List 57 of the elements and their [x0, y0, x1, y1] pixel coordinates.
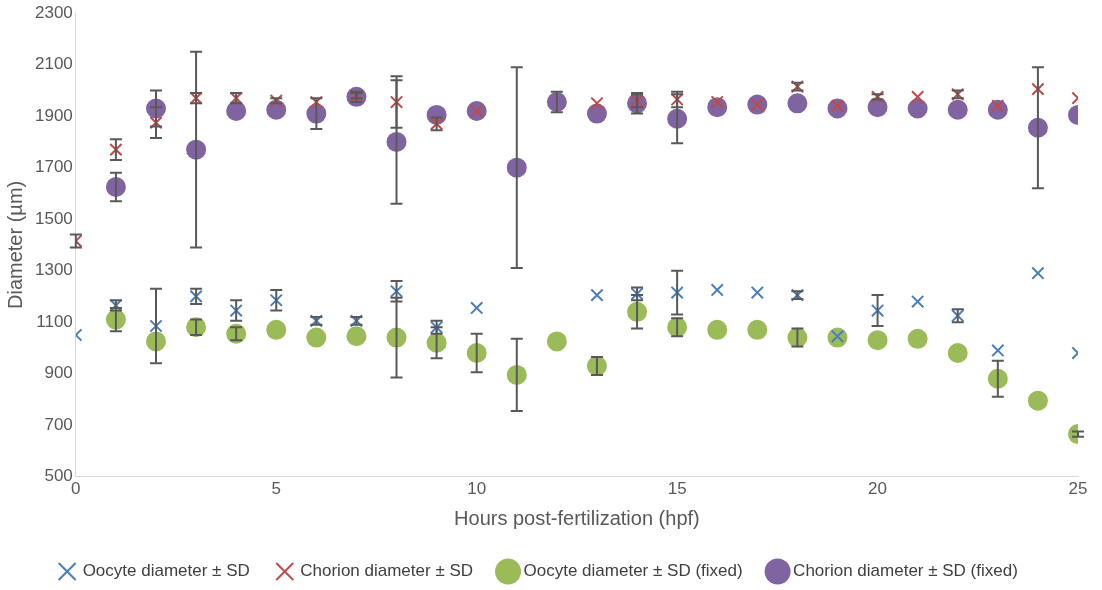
point	[907, 328, 928, 349]
legend-label: Oocyte diameter ± SD (fixed)	[523, 561, 743, 581]
x-tick-label: 10	[467, 479, 487, 499]
legend-label: Oocyte diameter ± SD	[82, 561, 250, 581]
point	[747, 319, 768, 340]
legend-label: Chorion diameter ± SD	[300, 561, 474, 581]
point	[910, 90, 925, 104]
point	[586, 103, 607, 124]
point	[710, 283, 724, 297]
point	[947, 99, 968, 120]
point	[590, 96, 604, 110]
legend-label: Chorion diameter ± SD (fixed)	[793, 561, 1018, 581]
point	[750, 285, 764, 300]
point	[546, 331, 567, 352]
y-tick-label: 1300	[34, 260, 73, 280]
y-tick-label: 900	[44, 363, 73, 383]
y-tick-label: 1100	[36, 311, 73, 331]
point	[149, 319, 163, 333]
x-tick-label: 20	[868, 479, 888, 499]
point	[470, 301, 484, 315]
point	[306, 327, 327, 348]
point	[947, 343, 968, 364]
point	[910, 294, 925, 309]
y-axis-title: Diameter (µm)	[3, 180, 26, 309]
point	[226, 101, 247, 122]
y-tick-label: 1700	[34, 157, 73, 177]
x-tick-label: 5	[271, 479, 281, 499]
point	[590, 288, 604, 302]
point	[907, 98, 928, 119]
point	[109, 142, 123, 157]
y-tick-label: 1900	[34, 105, 73, 125]
x-tick-label: 15	[667, 479, 687, 499]
y-tick-label: 1500	[34, 208, 73, 228]
point	[870, 303, 885, 318]
y-tick-label: 500	[44, 466, 73, 486]
x-tick-label: 0	[71, 479, 81, 499]
y-tick-label: 2100	[34, 54, 73, 74]
point	[670, 285, 684, 300]
point	[389, 284, 404, 298]
point	[229, 303, 243, 318]
point	[1031, 266, 1045, 280]
point	[389, 95, 404, 109]
point	[707, 319, 728, 340]
point	[1027, 390, 1048, 411]
point	[787, 93, 808, 114]
point	[867, 330, 888, 351]
point	[149, 115, 163, 130]
point	[309, 95, 323, 109]
point	[1031, 82, 1045, 96]
point	[266, 319, 287, 340]
y-tick-label: 2300	[34, 2, 73, 22]
point	[269, 293, 283, 307]
x-axis-title: Hours post-fertilization (hpf)	[454, 506, 700, 529]
y-tick-label: 700	[44, 414, 73, 434]
point	[991, 343, 1005, 358]
point	[346, 326, 367, 347]
x-tick-label: 25	[1068, 479, 1088, 499]
